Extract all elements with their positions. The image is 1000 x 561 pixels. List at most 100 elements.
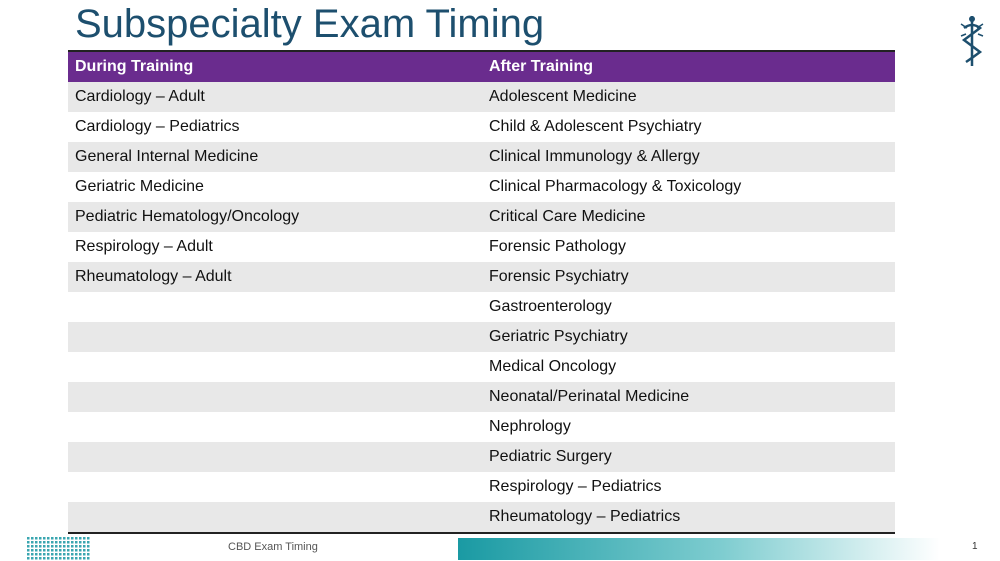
slide-title: Subspecialty Exam Timing <box>75 2 545 46</box>
table-cell: Clinical Immunology & Allergy <box>489 148 700 165</box>
dot <box>39 557 42 560</box>
dot <box>67 545 70 548</box>
dot <box>31 557 34 560</box>
dot <box>43 541 46 544</box>
dot <box>51 545 54 548</box>
dot <box>87 553 90 556</box>
dot <box>43 553 46 556</box>
dot <box>35 557 38 560</box>
dot <box>35 545 38 548</box>
table-cell: Child & Adolescent Psychiatry <box>489 118 702 135</box>
dot <box>59 537 62 540</box>
dot <box>47 537 50 540</box>
dot <box>75 549 78 552</box>
table-cell: Geriatric Psychiatry <box>489 328 628 345</box>
dot <box>71 541 74 544</box>
table-cell: Cardiology – Adult <box>75 88 205 105</box>
dot <box>75 553 78 556</box>
dot <box>79 537 82 540</box>
footer-text: CBD Exam Timing <box>228 541 318 553</box>
page-number: 1 <box>972 541 978 552</box>
dot <box>83 549 86 552</box>
dot <box>87 557 90 560</box>
table-cell: Clinical Pharmacology & Toxicology <box>489 178 742 195</box>
dot <box>47 541 50 544</box>
table-row: Nephrology <box>68 412 895 442</box>
dot <box>63 549 66 552</box>
dot <box>63 553 66 556</box>
dot <box>51 549 54 552</box>
dot <box>63 541 66 544</box>
table-cell: Geriatric Medicine <box>75 178 204 195</box>
dot <box>43 549 46 552</box>
dot <box>35 537 38 540</box>
dot <box>39 541 42 544</box>
dot <box>43 545 46 548</box>
dot <box>35 541 38 544</box>
dot <box>39 537 42 540</box>
table-row: General Internal Medicine Clinical Immuno… <box>68 142 895 172</box>
dot <box>67 541 70 544</box>
dot <box>35 553 38 556</box>
dot <box>47 553 50 556</box>
dot <box>67 553 70 556</box>
table-row: Geriatric Medicine Clinical Pharmacology … <box>68 172 895 202</box>
dot <box>31 549 34 552</box>
dot <box>79 553 82 556</box>
dot <box>55 541 58 544</box>
dot <box>39 553 42 556</box>
table-row: Medical Oncology <box>68 352 895 382</box>
dot <box>59 541 62 544</box>
dot <box>63 545 66 548</box>
table-cell: Medical Oncology <box>489 358 617 375</box>
table-row: Pediatric Surgery <box>68 442 895 472</box>
dot <box>71 545 74 548</box>
table-cell: Neonatal/Perinatal Medicine <box>489 388 690 405</box>
dot <box>71 557 74 560</box>
dot <box>47 545 50 548</box>
dot <box>39 545 42 548</box>
table-row: Respirology – Pediatrics <box>68 472 895 502</box>
table-cell: Critical Care Medicine <box>489 208 646 225</box>
dot <box>51 541 54 544</box>
dot <box>83 541 86 544</box>
dot <box>31 553 34 556</box>
dot <box>27 545 30 548</box>
dot <box>83 537 86 540</box>
dot <box>79 557 82 560</box>
table-cell: General Internal Medicine <box>75 148 259 165</box>
table-row: Neonatal/Perinatal Medicine <box>68 382 895 412</box>
table-row: Rheumatology – Pediatrics <box>68 502 895 532</box>
dot <box>71 537 74 540</box>
dot <box>27 553 30 556</box>
dot <box>27 549 30 552</box>
dot <box>27 541 30 544</box>
dot <box>31 541 34 544</box>
dot <box>83 545 86 548</box>
table-row: Respirology – Adult Forensic Pathology <box>68 232 895 262</box>
table-cell: Respirology – Pediatrics <box>489 478 662 495</box>
dot <box>31 545 34 548</box>
table-cell: Gastroenterology <box>489 298 612 315</box>
footer-bar <box>458 538 940 560</box>
dot <box>67 557 70 560</box>
dot <box>59 553 62 556</box>
dot <box>31 537 34 540</box>
dot <box>87 537 90 540</box>
dot <box>47 549 50 552</box>
table-cell: Adolescent Medicine <box>489 88 637 105</box>
table-cell: Cardiology – Pediatrics <box>75 118 240 135</box>
table-row: Pediatric Hematology/Oncology Critical Ca… <box>68 202 895 232</box>
dot <box>27 557 30 560</box>
dot <box>55 537 58 540</box>
dot <box>87 545 90 548</box>
dot <box>75 545 78 548</box>
table-row: Cardiology – Pediatrics Child & Adolescen… <box>68 112 895 142</box>
dot <box>43 537 46 540</box>
dot <box>79 549 82 552</box>
column-header: During Training <box>75 58 194 75</box>
dot <box>87 549 90 552</box>
logo <box>960 16 984 66</box>
footer-dots <box>27 537 90 560</box>
dot <box>27 537 30 540</box>
